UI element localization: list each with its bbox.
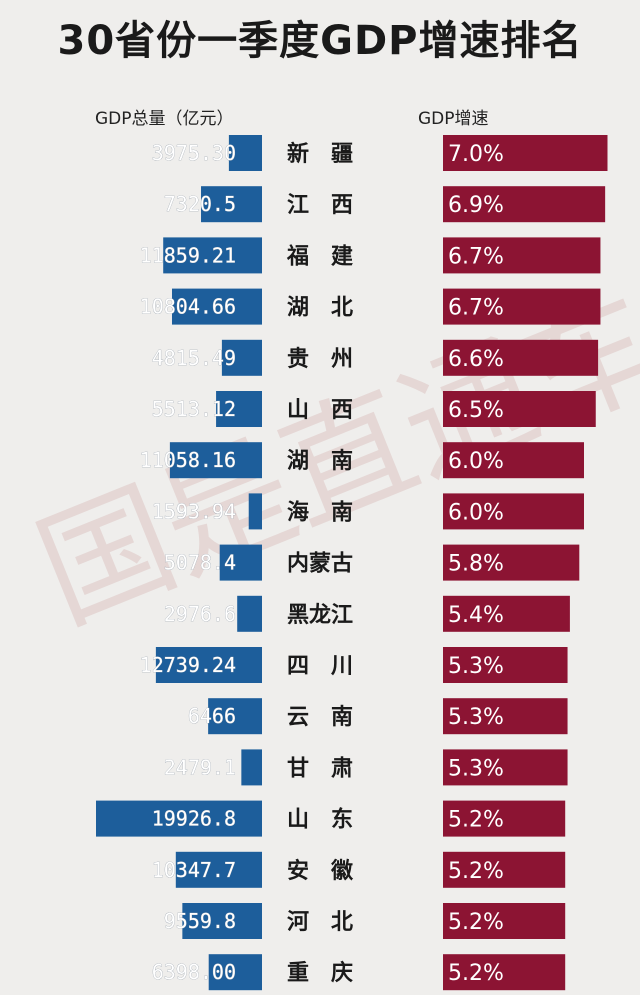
gdp-value-label: 11859.21 — [140, 243, 236, 267]
gdp-bar — [228, 135, 262, 171]
growth-column-header: GDP增速 — [418, 109, 489, 129]
growth-bar — [443, 544, 580, 581]
gdp-value-label: 4815.49 — [152, 346, 236, 370]
gdp-value-label: 7320.5 — [164, 192, 236, 216]
growth-bar — [443, 442, 584, 479]
growth-value-label: 5.4% — [448, 603, 504, 628]
province-label: 河 北 — [287, 909, 353, 935]
growth-bar — [443, 595, 570, 632]
growth-value-label: 5.8% — [448, 552, 504, 577]
gdp-value-label: 12739.24 — [140, 653, 236, 677]
province-label: 福 建 — [286, 243, 353, 269]
growth-value-label: 6.9% — [448, 193, 504, 218]
growth-bar — [443, 391, 596, 427]
growth-bar — [443, 954, 566, 991]
gdp-bar — [208, 698, 262, 735]
gdp-bar — [221, 339, 262, 376]
growth-value-label: 5.2% — [448, 961, 504, 986]
page-title: 30省份一季度GDP增速排名 — [57, 18, 583, 64]
gdp-bar — [237, 595, 262, 632]
province-label: 江 西 — [287, 192, 353, 218]
growth-value-label: 7.0% — [448, 142, 504, 167]
growth-bar — [443, 288, 601, 325]
growth-value-label: 6.0% — [448, 500, 504, 525]
gdp-bar — [241, 749, 262, 786]
gdp-value-label: 2479.1 — [164, 755, 236, 779]
growth-value-label: 6.7% — [448, 244, 504, 269]
province-label: 内蒙古 — [287, 551, 353, 577]
gdp-value-label: 3975.30 — [152, 141, 236, 165]
gdp-bar — [219, 544, 262, 581]
province-label: 重 庆 — [287, 960, 353, 986]
growth-value-label: 5.3% — [448, 756, 504, 781]
gdp-value-label: 5078.4 — [164, 551, 236, 575]
growth-bar — [443, 800, 566, 837]
gdp-value-label: 10804.66 — [140, 295, 236, 319]
province-label: 海 南 — [287, 499, 353, 525]
province-label: 山 西 — [287, 397, 353, 423]
province-label: 山 东 — [287, 807, 353, 833]
gdp-value-label: 9559.8 — [164, 909, 236, 933]
growth-value-label: 5.2% — [448, 910, 504, 935]
growth-bar — [443, 135, 608, 171]
growth-value-label: 5.2% — [448, 808, 504, 833]
growth-value-label: 5.2% — [448, 859, 504, 884]
province-label: 云 南 — [287, 704, 353, 730]
growth-value-label: 6.5% — [448, 398, 504, 423]
province-label: 甘 肃 — [287, 755, 353, 781]
growth-value-label: 6.7% — [448, 296, 504, 321]
gdp-value-label: 6398.00 — [152, 960, 236, 984]
growth-bar — [443, 493, 584, 530]
growth-bar — [443, 186, 606, 223]
province-label: 贵 州 — [287, 346, 353, 372]
gdp-bar — [201, 186, 262, 223]
gdp-bar — [216, 391, 262, 427]
gdp-value-label: 6466 — [188, 704, 236, 728]
growth-bar — [443, 647, 568, 683]
province-label: 湖 北 — [287, 295, 353, 321]
gdp-value-label: 10347.7 — [152, 858, 236, 882]
gdp-bar — [248, 493, 262, 530]
gdp-value-label: 1593.94 — [152, 499, 236, 523]
gdp-value-label: 5513.12 — [152, 397, 236, 421]
growth-value-label: 6.0% — [448, 449, 504, 474]
gdp-bar — [175, 851, 262, 888]
gdp-bar — [96, 800, 262, 837]
gdp-value-label: 19926.8 — [152, 807, 236, 831]
province-label: 黑龙江 — [287, 602, 353, 628]
gdp-bar — [155, 647, 262, 683]
growth-bar — [443, 851, 566, 888]
gdp-bar — [169, 442, 262, 479]
gdp-bar — [208, 954, 262, 991]
growth-value-label: 6.6% — [448, 347, 504, 372]
growth-value-label: 5.3% — [448, 654, 504, 679]
growth-bar — [443, 903, 566, 939]
province-label: 新 疆 — [287, 141, 353, 167]
gdp-bar — [163, 237, 262, 274]
gdp-bar — [171, 288, 262, 325]
growth-bar — [443, 237, 601, 274]
province-label: 湖 南 — [287, 448, 353, 474]
growth-bar — [443, 749, 568, 786]
province-label: 安 徽 — [287, 858, 354, 884]
growth-bar — [443, 339, 599, 376]
growth-bar — [443, 698, 568, 735]
gdp-value-label: 2976.6 — [164, 602, 236, 626]
growth-value-label: 5.3% — [448, 705, 504, 730]
gdp-value-label: 11058.16 — [140, 448, 236, 472]
gdp-column-header: GDP总量（亿元） — [95, 109, 234, 129]
province-label: 四 川 — [287, 653, 353, 679]
gdp-bar — [182, 903, 262, 939]
